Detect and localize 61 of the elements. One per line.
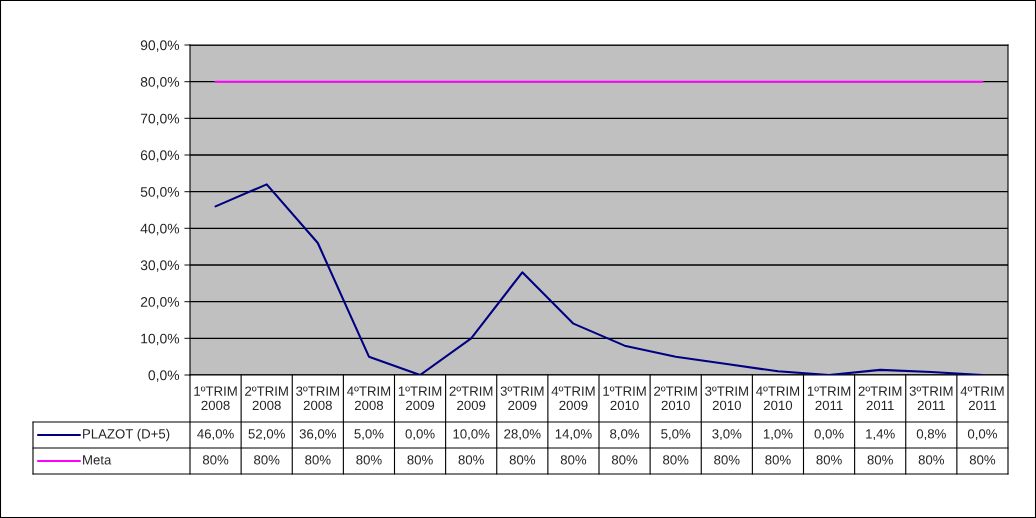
data-label: 14,0% — [555, 429, 592, 441]
x-tick-label: 4ºTRIM 2009 — [551, 386, 595, 411]
x-tick-label: 2ºTRIM 2008 — [245, 386, 288, 411]
y-tick-label: 70,0% — [140, 113, 180, 126]
data-label: 5,0% — [354, 429, 384, 441]
data-label: 10,0% — [453, 429, 490, 441]
x-tick-label: 1ºTRIM 2009 — [398, 386, 442, 411]
data-label: 80% — [765, 455, 791, 465]
x-tick-label: 4ºTRIM 2011 — [960, 386, 1004, 411]
data-label: 80% — [918, 455, 945, 465]
x-tick-label: 3ºTRIM 2010 — [705, 386, 748, 411]
x-tick-label: 1ºTRIM 2008 — [194, 386, 237, 411]
x-tick-label: 4ºTRIM 2010 — [756, 386, 800, 411]
line-series — [214, 183, 984, 375]
data-label: 80% — [305, 455, 331, 465]
x-tick-label: 2ºTRIM 2010 — [654, 386, 697, 411]
y-tick-label: 60,0% — [140, 150, 180, 162]
y-tick-label: 20,0% — [140, 297, 180, 309]
data-label: 80% — [816, 455, 842, 465]
data-label: 1,0% — [763, 429, 793, 441]
data-label: 36,0% — [299, 429, 337, 441]
data-label: 0,0% — [967, 429, 998, 441]
x-tick-label: 4ºTRIM 2008 — [347, 386, 391, 411]
x-tick-label: 3ºTRIM 2011 — [909, 386, 953, 411]
data-label: 0,0% — [405, 429, 435, 441]
legend-label: Meta — [83, 455, 112, 465]
data-label: 1,4% — [866, 429, 895, 441]
data-label: 80% — [509, 455, 536, 465]
data-label: 8,0% — [610, 429, 640, 441]
data-label: 80% — [407, 455, 433, 465]
x-tick-label: 2ºTRIM 2009 — [449, 386, 493, 411]
y-tick-label: 10,0% — [141, 333, 180, 346]
x-tick-label: 3ºTRIM 2008 — [296, 386, 339, 411]
y-tick-label: 40,0% — [140, 223, 180, 236]
data-label: 80% — [714, 455, 740, 465]
legend-label: PLAZOT (D+5) — [83, 428, 170, 442]
data-label: 80% — [867, 455, 893, 465]
data-label: 80% — [560, 455, 587, 465]
data-label: 80% — [969, 455, 996, 465]
x-tick-label: 3ºTRIM 2009 — [500, 386, 544, 411]
data-label: 80% — [458, 455, 484, 465]
data-label: 46,0% — [197, 429, 234, 441]
y-tick-label: 90,0% — [140, 40, 180, 52]
data-label: 80% — [356, 455, 382, 465]
data-label: 28,0% — [504, 429, 541, 441]
x-tick-label: 1ºTRIM 2011 — [807, 386, 851, 411]
data-label: 80% — [663, 455, 689, 465]
data-label: 3,0% — [712, 429, 742, 441]
data-label: 0,0% — [814, 429, 844, 441]
x-tick-label: 2ºTRIM 2011 — [858, 386, 902, 411]
data-label: 0,8% — [916, 429, 946, 441]
y-tick-label: 0,0% — [148, 370, 180, 382]
data-label: 80% — [611, 455, 638, 465]
y-tick-label: 30,0% — [140, 260, 180, 272]
data-label: 52,0% — [248, 429, 285, 441]
y-tick-label: 50,0% — [140, 187, 180, 199]
data-label: 80% — [202, 455, 229, 465]
y-tick-label: 80,0% — [140, 77, 180, 89]
data-label: 80% — [254, 455, 280, 465]
x-tick-label: 1ºTRIM 2010 — [603, 386, 646, 411]
data-label: 5,0% — [661, 429, 691, 441]
